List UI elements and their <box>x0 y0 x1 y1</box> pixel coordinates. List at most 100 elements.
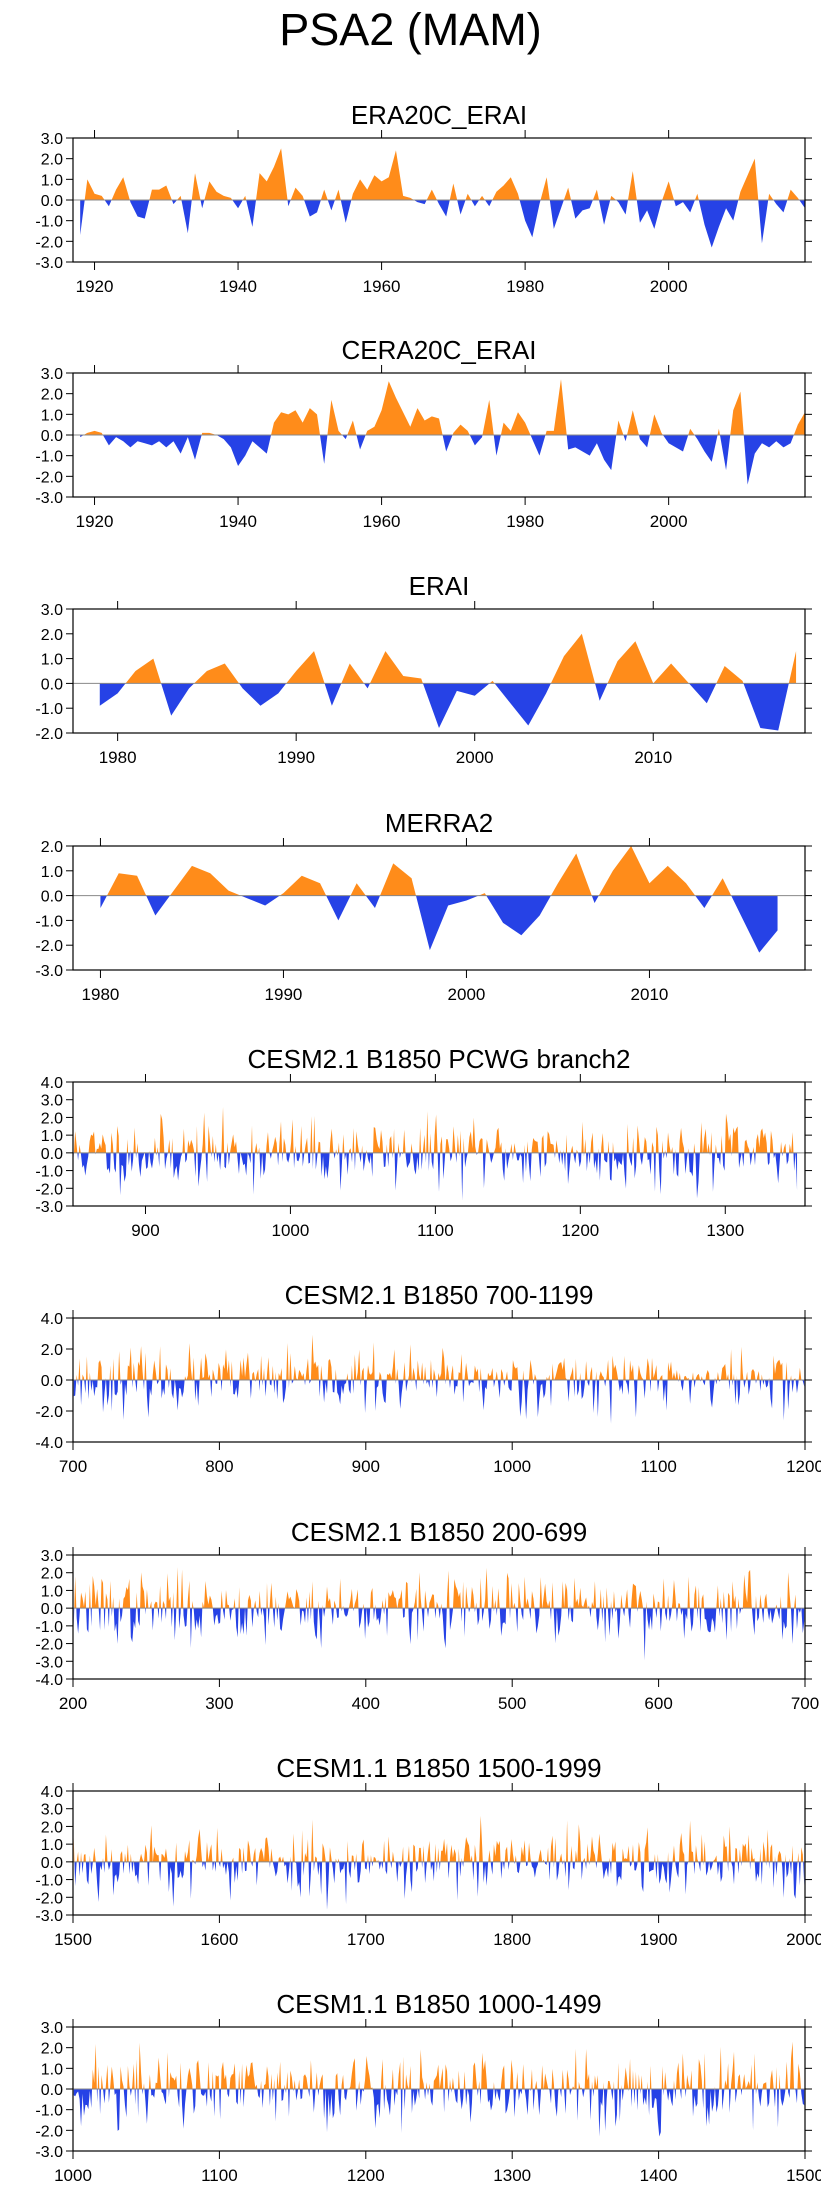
x-tick-label: 2010 <box>631 985 669 1004</box>
negative-area <box>257 1152 259 1155</box>
positive-area <box>713 1855 717 1862</box>
negative-area <box>684 1152 688 1174</box>
negative-area <box>663 1152 665 1159</box>
positive-area <box>361 1145 363 1153</box>
negative-area <box>381 1380 387 1404</box>
positive-area <box>571 2048 577 2089</box>
positive-area <box>278 1367 283 1380</box>
negative-area <box>402 1608 405 1618</box>
y-tick-label: 2.0 <box>41 627 63 644</box>
positive-area <box>89 1855 91 1862</box>
positive-area <box>622 1845 630 1862</box>
positive-area <box>284 2084 286 2089</box>
negative-area <box>479 2089 482 2105</box>
y-tick-label: 2.0 <box>41 839 63 856</box>
positive-area <box>350 883 366 896</box>
negative-area <box>343 1608 349 1617</box>
positive-area <box>286 1342 289 1380</box>
positive-area <box>472 2062 478 2089</box>
positive-area <box>566 2069 570 2089</box>
x-tick-label: 1200 <box>347 2166 385 2185</box>
negative-area <box>712 1152 716 1192</box>
negative-area <box>129 200 150 219</box>
negative-area <box>621 2089 624 2101</box>
positive-area <box>759 1848 761 1862</box>
negative-area <box>81 1861 84 1874</box>
negative-area <box>468 1608 471 1613</box>
negative-area <box>159 1861 162 1882</box>
positive-area <box>687 1576 690 1609</box>
negative-area <box>104 200 112 207</box>
negative-area <box>371 1861 374 1867</box>
positive-area <box>387 1836 391 1862</box>
negative-area <box>664 1608 668 1621</box>
positive-area <box>487 1367 494 1380</box>
negative-area <box>356 1861 362 1883</box>
negative-area <box>629 1861 632 1867</box>
positive-area <box>742 2064 753 2089</box>
positive-area <box>314 1856 318 1862</box>
positive-area <box>370 1855 372 1862</box>
positive-area <box>347 420 357 435</box>
negative-area <box>455 1152 457 1163</box>
panel-title: ERAI <box>409 571 470 601</box>
positive-area <box>426 1111 429 1153</box>
positive-area <box>657 1601 660 1609</box>
positive-area <box>84 179 105 200</box>
positive-area <box>541 1135 545 1153</box>
y-tick-label: 1.0 <box>41 652 63 669</box>
negative-area <box>151 1608 155 1631</box>
negative-area <box>692 2089 698 2117</box>
negative-area <box>785 1861 790 1878</box>
negative-area <box>340 200 352 223</box>
positive-area <box>589 1366 593 1380</box>
positive-area <box>783 1143 787 1153</box>
negative-area <box>781 1608 788 1640</box>
positive-area <box>693 1143 696 1153</box>
negative-area <box>801 1380 805 1387</box>
chart-panel-4: MERRA2 2.0 1.0 0.0 -1.0 -2.0 -3.0 1980 1990 2000 2… <box>35 808 812 1004</box>
positive-area <box>396 1368 399 1380</box>
positive-area <box>337 1858 340 1862</box>
negative-area <box>761 1608 765 1623</box>
negative-area <box>764 1380 769 1388</box>
y-tick-label: 0.0 <box>41 1601 63 1618</box>
positive-area <box>683 1375 689 1380</box>
positive-area <box>681 2053 686 2089</box>
positive-area <box>505 1148 506 1153</box>
positive-area <box>109 1580 112 1609</box>
positive-area <box>337 1142 340 1153</box>
positive-area <box>187 1580 190 1609</box>
x-tick-label: 2000 <box>650 277 688 296</box>
negative-area <box>633 1380 638 1418</box>
negative-area <box>283 1861 290 1884</box>
positive-area <box>366 1342 375 1380</box>
negative-area <box>787 1380 791 1410</box>
chart-panel-2: CERA20C_ERAI 3.0 2.0 1.0 0.0 -1.0 -2.0 -3.0 1920… <box>35 335 812 531</box>
positive-area <box>251 1371 255 1380</box>
negative-area <box>648 1861 655 1872</box>
negative-area <box>781 1861 785 1898</box>
positive-area <box>433 1369 436 1380</box>
negative-area <box>106 1380 110 1406</box>
positive-area <box>575 1850 578 1862</box>
negative-area <box>728 1380 730 1390</box>
negative-area <box>609 1861 612 1874</box>
positive-area <box>305 1597 308 1609</box>
positive-area <box>445 1364 450 1380</box>
negative-area <box>649 1380 652 1392</box>
negative-area <box>229 1608 234 1621</box>
negative-area <box>308 2089 310 2098</box>
positive-area <box>764 1593 768 1609</box>
positive-area <box>292 1833 295 1862</box>
negative-area <box>273 1380 276 1394</box>
positive-area <box>80 1852 82 1862</box>
negative-area <box>759 1380 762 1391</box>
negative-area <box>272 1861 279 1877</box>
positive-area <box>473 1365 479 1380</box>
negative-area <box>477 2089 479 2096</box>
negative-area <box>727 1861 729 1872</box>
negative-area <box>447 2089 450 2102</box>
positive-area <box>649 414 663 435</box>
positive-area <box>589 1836 596 1862</box>
